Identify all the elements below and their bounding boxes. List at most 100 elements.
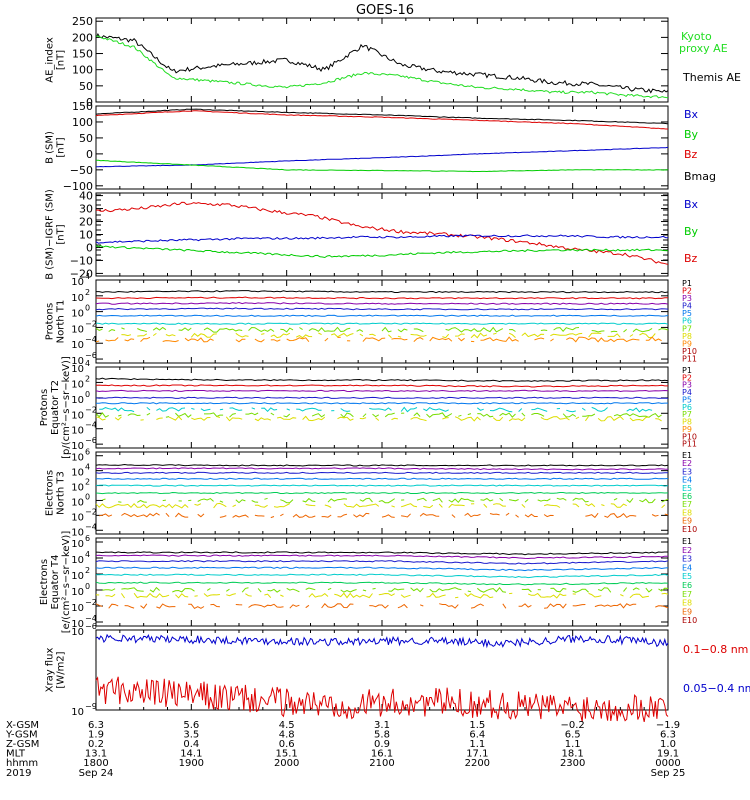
y-tick-exponent: −6: [85, 436, 97, 445]
series-p-equator-p7: [95, 412, 662, 419]
footer-value: 13.1: [85, 749, 107, 760]
footer-value: 17.1: [466, 749, 488, 760]
series-p-north-p4: [95, 307, 669, 311]
footer-value: 5.6: [183, 720, 199, 731]
footer-year: 2019: [6, 768, 31, 779]
footer-value: 15.1: [276, 749, 298, 760]
panel-frame: [95, 105, 669, 190]
ephemeris-footer: X-GSM 6.3 5.6 4.5 3.1 1.5 −0.2 −1.9 Y-GSM 1.9 3.5 4…: [5, 720, 685, 779]
legend-entry: E2: [682, 459, 692, 468]
legend-entry: E5: [682, 572, 692, 581]
y-axis-label: [W/m2]: [56, 651, 67, 688]
legend-entry: E8: [682, 599, 692, 608]
y-tick-exponent: 4: [85, 463, 90, 472]
y-tick-label: 10: [71, 483, 84, 494]
y-tick-exponent: −4: [85, 335, 97, 344]
footer-value: 4.5: [279, 720, 295, 731]
series-p-equator-p5: [95, 402, 668, 405]
footer-value: 0.2: [88, 739, 104, 750]
legend-entry: P2: [682, 287, 692, 296]
y-tick-exponent: 6: [85, 534, 90, 543]
y-tick-label: 10: [71, 571, 84, 582]
y-axis-label: North T3: [56, 471, 67, 515]
legend-entry: E8: [682, 508, 692, 517]
panel-p2: Protons Equator T2 [p/(cm²−s−sr−keV)] 10410…: [39, 356, 697, 459]
y-tick-exponent: 4: [85, 359, 90, 368]
y-tick-label: 30: [79, 203, 93, 216]
y-tick-label: 50: [79, 80, 93, 93]
legend-entry: P11: [682, 440, 697, 449]
y-tick-label: 10: [71, 356, 84, 367]
y-axis-label: Equator T2: [50, 380, 61, 435]
footer-value: 5.8: [374, 730, 390, 741]
y-tick-label: 10: [71, 497, 84, 508]
footer-value: 1.0: [660, 739, 676, 750]
series-e-north-e3: [95, 471, 669, 474]
y-tick-label: 10: [71, 453, 84, 464]
footer-value: 0000: [655, 758, 680, 769]
footer-value: 2000: [274, 758, 299, 769]
y-axis-label: Xray flux: [45, 648, 56, 693]
footer-value: 14.1: [180, 749, 202, 760]
y-tick-exponent: −2: [85, 319, 97, 328]
legend-entry: P4: [682, 302, 692, 311]
y-axis-label: [nT]: [56, 137, 67, 157]
y-tick-exponent: 2: [85, 478, 90, 487]
legend-entry: P2: [682, 373, 692, 382]
legend-entry: E4: [682, 563, 692, 572]
footer-value: 6.5: [565, 730, 581, 741]
legend-entry: P11: [682, 354, 697, 363]
series-e-equator-e2: [95, 554, 669, 560]
panel-frame: [95, 192, 669, 277]
legend-entry: P1: [682, 366, 692, 375]
legend-entry: P6: [682, 403, 692, 412]
panel-p1: Protons North T110410210010−210−410−6P1P2…: [45, 272, 698, 367]
panel-b-sm: B (SM) [nT] 150 100 50 0 −50 −100 Bx By Bz Bmag: [45, 100, 717, 193]
series-p-equator-p1: [95, 377, 669, 383]
legend-entry: E10: [682, 616, 697, 625]
legend-entry: P7: [682, 410, 692, 419]
series-bmag: [95, 108, 669, 125]
legend-entry: P7: [682, 324, 692, 333]
panel-xray-flux: Xray flux [W/m2]10−610−90.1−0.8 nm0.05−0.…: [45, 622, 750, 723]
legend-entry: Bz: [684, 252, 698, 265]
footer-value: 2200: [465, 758, 490, 769]
panel-frame: [95, 17, 669, 103]
series-e-north-e5: [95, 484, 669, 487]
series-p-north-p2: [95, 296, 669, 300]
footer-value: 1.1: [469, 739, 485, 750]
series-e-equator-e8: [95, 592, 669, 599]
legend-entry: E2: [682, 546, 692, 555]
footer-row-label: MLT: [6, 749, 26, 760]
y-tick-label: 10: [71, 627, 84, 638]
footer-value: 2100: [369, 758, 394, 769]
series-e-equator-e7: [102, 586, 669, 593]
series-xray-short: [95, 676, 669, 723]
series-p-north-p6: [95, 322, 669, 325]
series-bz: [95, 110, 668, 130]
y-tick-exponent: −2: [85, 598, 97, 607]
y-tick-label: 10: [71, 426, 84, 437]
legend-entry: E5: [682, 484, 692, 493]
y-tick-label: 10: [71, 603, 84, 614]
y-tick-label: 10: [71, 309, 84, 320]
series-e-north-e6: [95, 491, 669, 495]
legend-entry: P10: [682, 347, 697, 356]
y-tick-label: 200: [72, 31, 93, 44]
legend-entry: E4: [682, 476, 692, 485]
series-e-north-e9: [99, 512, 669, 519]
legend-entry: Bx: [684, 108, 699, 121]
legend-entry: P3: [682, 294, 692, 303]
series-db-bz: [95, 201, 669, 265]
legend-entry: By: [684, 225, 699, 238]
footer-value: 0.9: [374, 739, 390, 750]
y-tick-label: 10: [71, 324, 84, 335]
footer-value: 6.4: [469, 730, 485, 741]
legend-entry: E9: [682, 607, 692, 616]
y-axis-label: North T1: [56, 300, 67, 344]
footer-value: 16.1: [371, 749, 393, 760]
legend-entry: Bz: [684, 148, 698, 161]
y-tick-label: 0: [86, 241, 93, 254]
